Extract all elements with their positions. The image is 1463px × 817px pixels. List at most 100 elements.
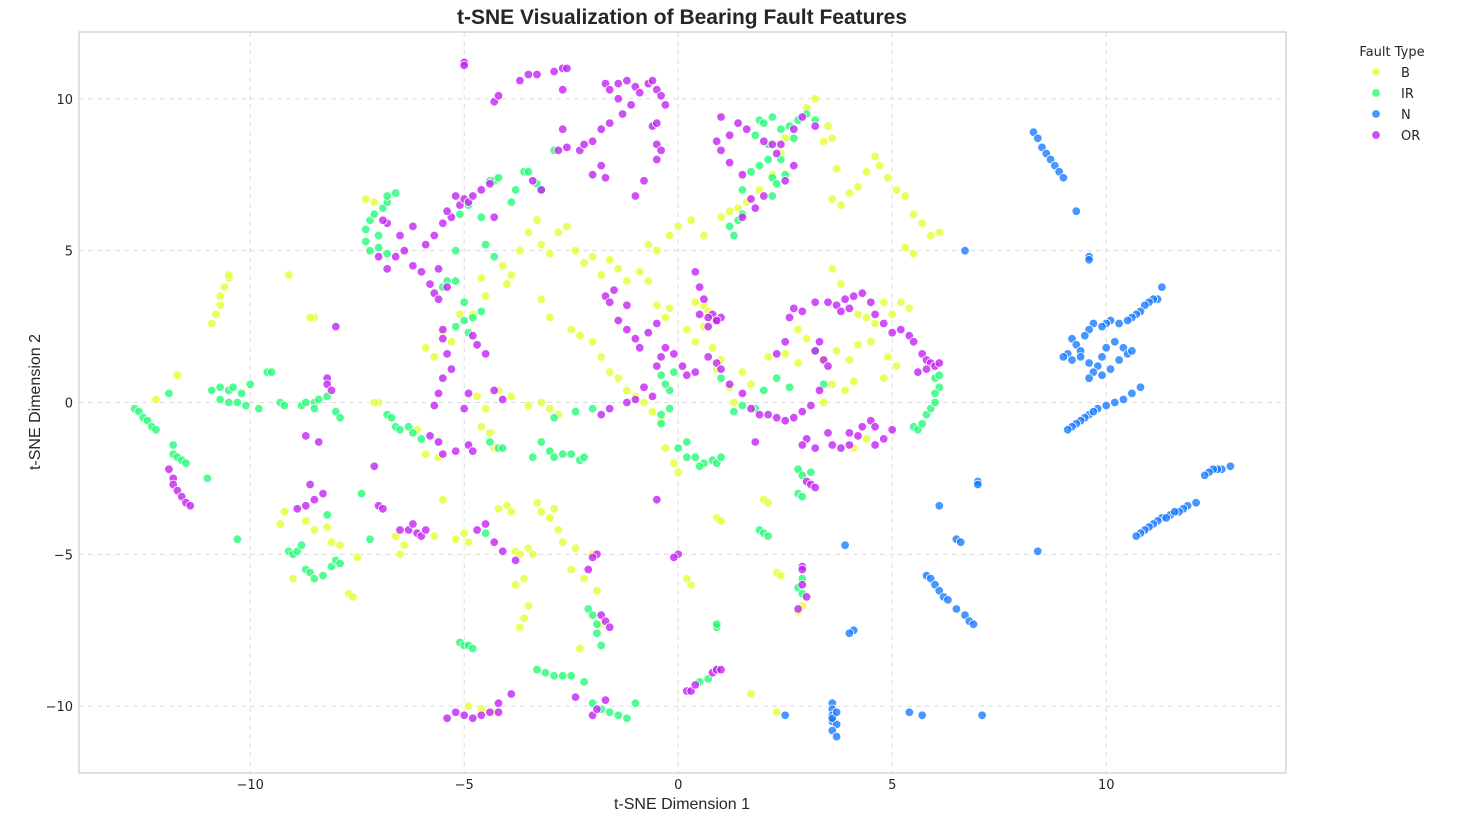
data-point-or: [677, 361, 688, 371]
data-point-or: [814, 337, 825, 347]
data-point-or: [451, 191, 461, 201]
data-point-b: [506, 507, 517, 517]
data-point-b: [891, 185, 902, 195]
data-point-or: [810, 121, 820, 131]
data-point-ir: [480, 528, 491, 538]
data-point-or: [587, 552, 598, 563]
data-point-ir: [241, 400, 251, 411]
data-point-or: [622, 397, 632, 408]
data-point-ir: [746, 166, 756, 177]
data-point-b: [510, 580, 521, 590]
data-point-ir: [613, 710, 624, 721]
data-point-or: [301, 431, 311, 441]
y-tick-label: −10: [46, 700, 73, 715]
data-point-b: [827, 194, 838, 204]
data-point-n: [1114, 355, 1124, 365]
series-or: [164, 57, 945, 724]
data-point-n: [1101, 400, 1111, 411]
data-point-ir: [737, 185, 748, 195]
data-point-or: [382, 264, 392, 274]
data-point-b: [219, 282, 230, 292]
data-point-ir: [151, 425, 161, 435]
data-point-or: [754, 409, 765, 420]
data-point-b: [900, 191, 910, 201]
data-point-b: [622, 276, 632, 286]
data-point-or: [703, 352, 713, 362]
data-point-b: [904, 303, 915, 314]
data-point-ir: [806, 467, 816, 478]
data-point-or: [836, 443, 846, 453]
data-point-ir: [759, 118, 769, 128]
data-point-b: [570, 245, 581, 256]
data-point-b: [853, 309, 863, 320]
data-point-ir: [254, 403, 264, 414]
data-point-ir: [485, 437, 495, 447]
data-point-ir: [917, 419, 927, 429]
data-point-or: [433, 437, 444, 447]
plot-frame: [78, 31, 1287, 774]
data-point-b: [635, 267, 645, 277]
data-point-n: [917, 710, 927, 721]
data-point-b: [605, 367, 615, 377]
data-point-or: [724, 130, 735, 141]
data-point-b: [279, 507, 290, 517]
data-point-b: [451, 534, 461, 544]
data-point-or: [810, 443, 820, 453]
data-point-b: [883, 352, 893, 362]
data-point-b: [536, 397, 547, 408]
data-point-ir: [549, 452, 559, 462]
data-point-b: [562, 221, 572, 232]
data-point-or: [493, 698, 504, 708]
data-point-b: [622, 385, 632, 396]
legend-title: Fault Type: [1359, 45, 1424, 60]
data-point-b: [669, 458, 679, 468]
data-point-ir: [181, 458, 191, 468]
data-point-or: [438, 334, 448, 344]
data-point-or: [622, 324, 632, 335]
data-point-ir: [729, 230, 739, 241]
data-point-or: [373, 252, 384, 262]
data-point-or: [408, 261, 418, 271]
data-point-ir: [660, 379, 671, 390]
data-point-or: [596, 124, 606, 134]
data-point-ir: [776, 124, 786, 134]
data-point-or: [613, 94, 624, 104]
data-points: [129, 57, 1236, 742]
data-point-b: [849, 376, 859, 386]
data-point-or: [789, 124, 799, 134]
data-point-b: [506, 391, 517, 402]
data-point-or: [772, 148, 782, 159]
data-point-b: [429, 531, 440, 541]
data-point-b: [172, 370, 183, 380]
data-point-b: [476, 422, 487, 432]
data-point-n: [1033, 133, 1043, 144]
data-point-or: [480, 349, 491, 359]
data-point-b: [549, 504, 559, 514]
data-point-or: [164, 464, 174, 475]
data-point-or: [827, 440, 838, 450]
data-point-or: [395, 230, 405, 241]
data-point-b: [682, 324, 692, 335]
data-point-or: [515, 75, 525, 86]
chart-title: t-SNE Visualization of Bearing Fault Fea…: [457, 6, 907, 29]
data-point-b: [523, 400, 534, 411]
data-point-or: [558, 124, 568, 134]
data-point-b: [673, 467, 683, 478]
data-point-or: [425, 431, 435, 441]
data-point-b: [639, 397, 649, 408]
data-point-ir: [566, 449, 576, 459]
data-point-n: [831, 707, 842, 718]
data-point-ir: [605, 707, 615, 718]
data-point-b: [545, 513, 555, 523]
data-point-n: [1097, 321, 1107, 332]
data-point-b: [823, 121, 833, 131]
data-point-b: [395, 549, 405, 560]
data-point-b: [844, 355, 855, 365]
data-point-or: [716, 145, 726, 156]
data-point-b: [309, 525, 320, 535]
data-point-n: [1157, 282, 1167, 292]
data-point-ir: [206, 385, 217, 396]
data-point-or: [836, 306, 846, 317]
data-point-or: [459, 403, 469, 414]
series-b: [151, 94, 945, 718]
